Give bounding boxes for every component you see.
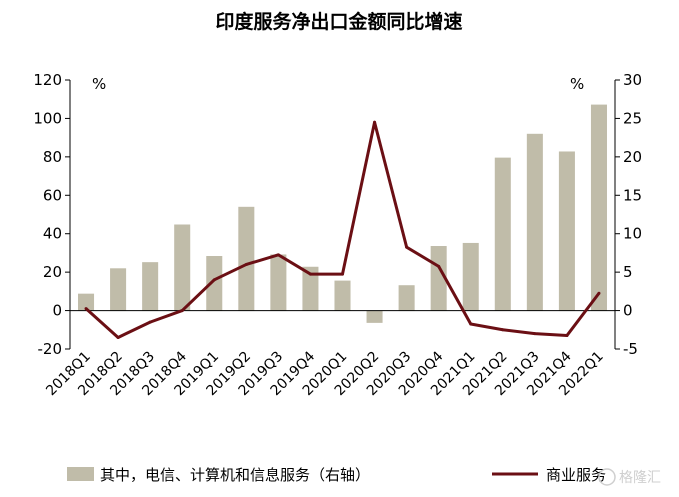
line-point [597, 291, 601, 295]
watermark-text: 格隆汇 [619, 470, 661, 486]
line-point [501, 328, 505, 332]
legend-bar-swatch [67, 467, 94, 481]
left-tick-label: 120 [33, 71, 62, 89]
line-point [308, 272, 312, 276]
bar [334, 280, 351, 311]
line-point [469, 322, 473, 326]
bar [174, 224, 191, 311]
watermark-logo-icon [598, 468, 616, 486]
line-point [212, 278, 216, 282]
bar [206, 256, 223, 311]
watermark: 格隆汇 [598, 468, 661, 486]
legend-line-label: 商业服务 [546, 466, 606, 484]
left-tick-label: 60 [43, 186, 62, 204]
bar [398, 285, 415, 311]
right-tick-label: 30 [623, 71, 642, 89]
line-point [116, 335, 120, 339]
line-point [341, 272, 344, 276]
bar [494, 157, 511, 311]
line-point [148, 320, 152, 324]
right-tick-label: 10 [623, 225, 642, 243]
legend: 其中，电信、计算机和信息服务（右轴） 商业服务 [67, 466, 606, 484]
left-tick-label: 0 [52, 302, 62, 320]
right-tick-label: 25 [623, 109, 642, 127]
line-point [437, 264, 441, 268]
line-point [180, 309, 184, 313]
left-tick-label: -20 [38, 340, 63, 358]
bar [142, 262, 159, 311]
line-point [405, 245, 409, 249]
bar [430, 246, 447, 311]
legend-bar-label: 其中，电信、计算机和信息服务（右轴） [100, 466, 370, 484]
bar [110, 268, 127, 311]
chart-title: 印度服务净出口金额同比增速 [215, 10, 462, 33]
bar [462, 242, 479, 311]
line-point [84, 307, 88, 311]
line-point [244, 262, 248, 266]
bar [78, 293, 95, 311]
bar [366, 310, 383, 323]
plot-area: -20020406080100120-50510152025302018Q120… [33, 71, 642, 399]
right-axis-unit: % [570, 75, 584, 93]
line-point [533, 332, 537, 336]
bar [238, 206, 255, 311]
line-point [373, 120, 377, 124]
bar [558, 151, 575, 311]
line-point [276, 253, 280, 257]
line-point [565, 334, 569, 338]
bar [302, 266, 319, 311]
right-tick-label: 5 [623, 263, 633, 281]
left-tick-label: 80 [43, 148, 62, 166]
right-tick-label: 0 [623, 302, 633, 320]
left-tick-label: 20 [43, 263, 62, 281]
left-tick-label: 40 [43, 225, 62, 243]
left-axis-unit: % [92, 75, 106, 93]
left-tick-label: 100 [33, 109, 62, 127]
right-tick-label: 20 [623, 148, 642, 166]
right-tick-label: -5 [623, 340, 638, 358]
right-tick-label: 15 [623, 186, 642, 204]
bar [270, 254, 287, 311]
bar [590, 104, 607, 311]
bar [526, 133, 543, 311]
